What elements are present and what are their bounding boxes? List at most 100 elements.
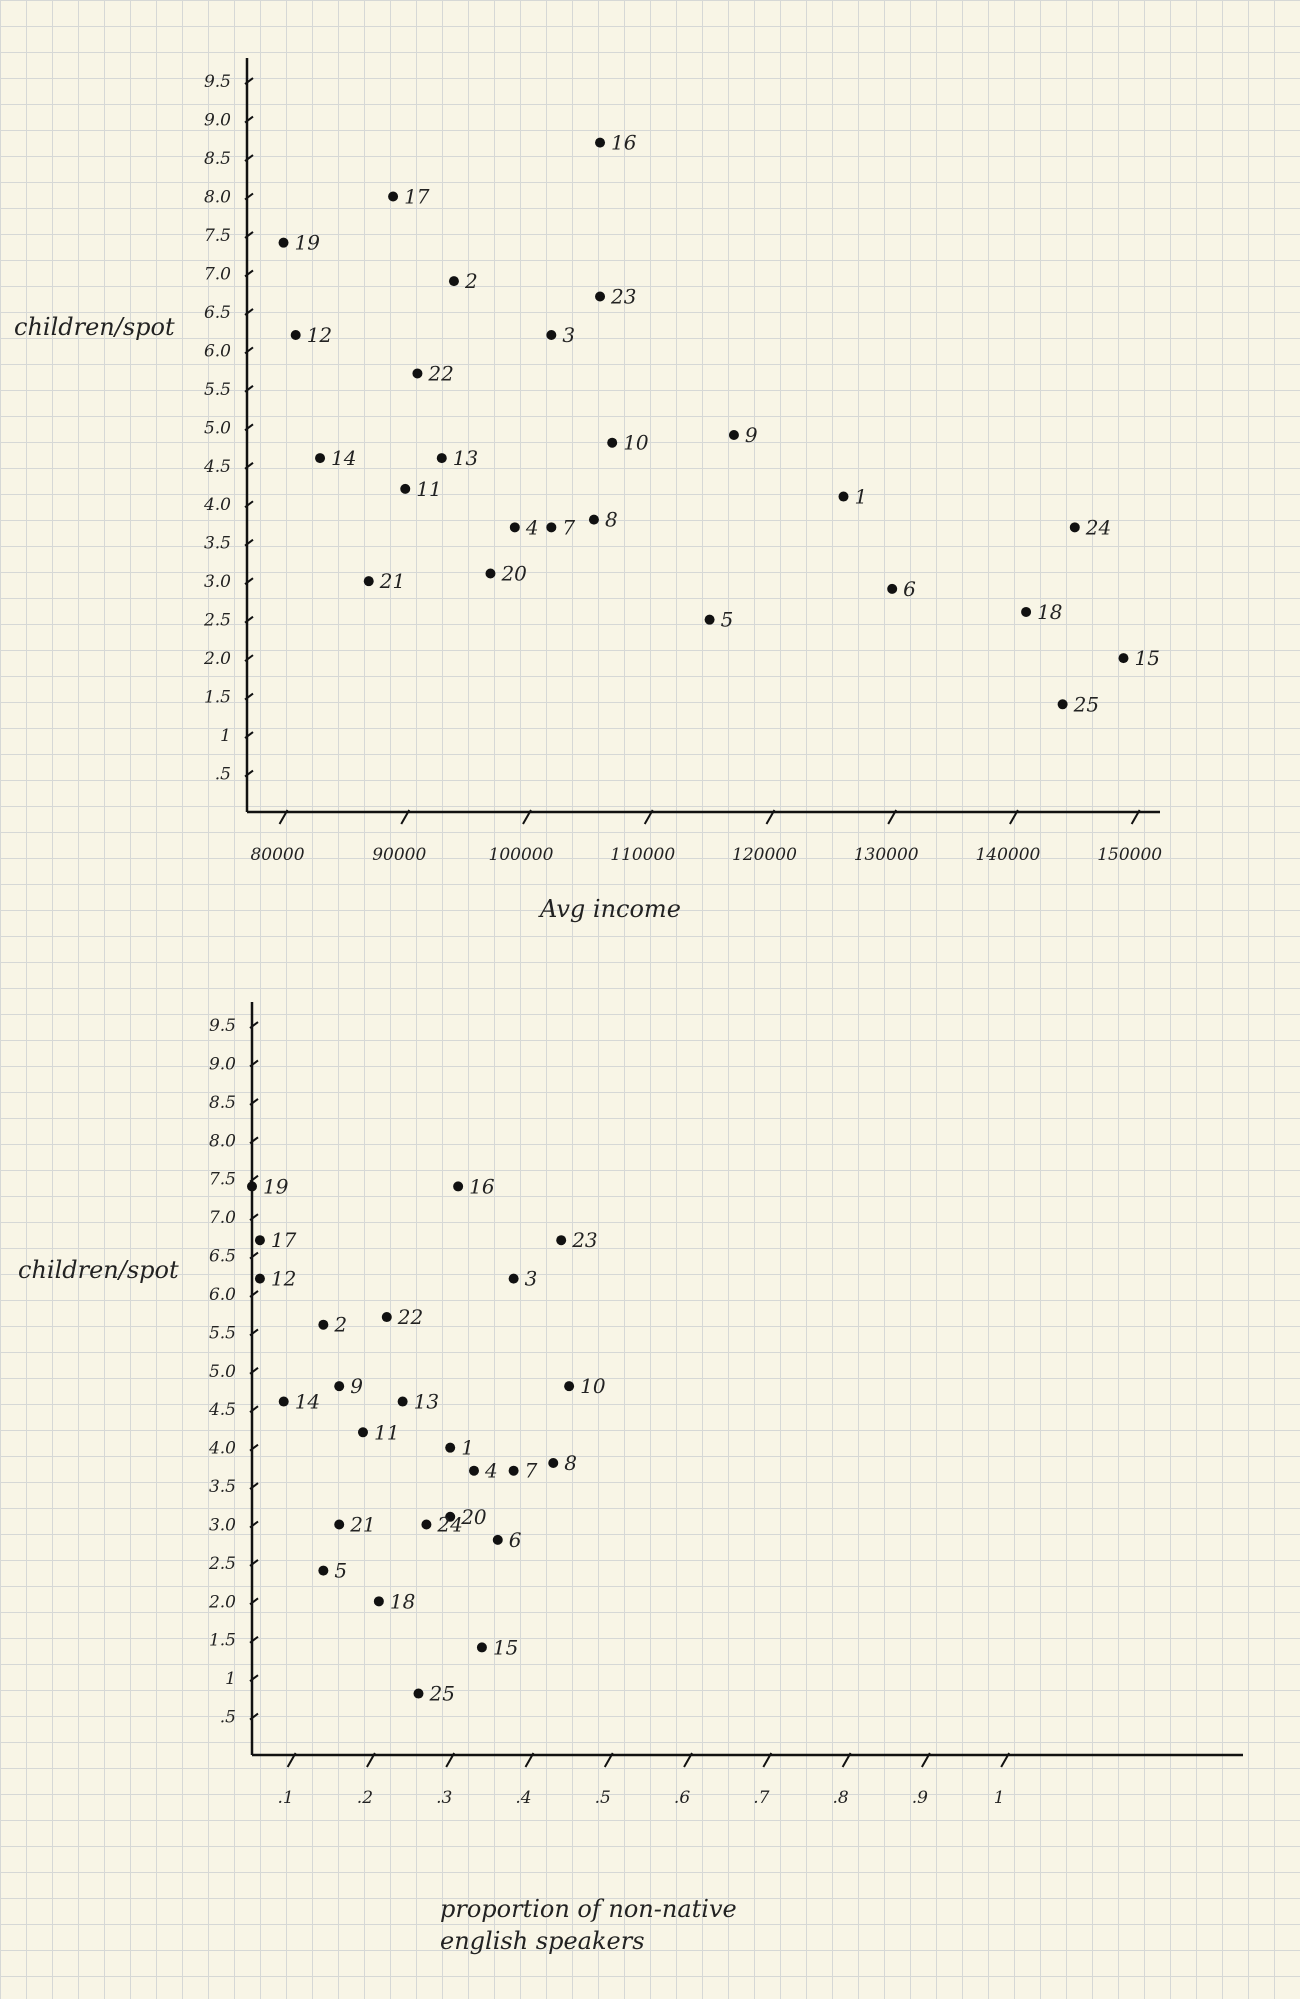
data-point-label: 1: [461, 1436, 474, 1460]
y-tick-label: 6.5: [209, 1247, 236, 1267]
y-tick-label: 6.0: [204, 341, 231, 361]
y-tick: [244, 385, 254, 393]
y-tick-label: 1.5: [204, 688, 231, 708]
y-tick-label: 1.5: [209, 1631, 236, 1651]
y-tick: [244, 77, 254, 85]
y-tick: [249, 1674, 259, 1682]
x-axis-title-line-2: english speakers: [440, 1927, 645, 1955]
data-point: [1069, 522, 1080, 533]
data-point-label: 14: [295, 1390, 320, 1414]
data-point: [607, 437, 618, 448]
y-tick: [244, 692, 254, 701]
x-tick-label: 110000: [610, 845, 675, 865]
x-tick: [921, 1752, 931, 1768]
data-point-label: 14: [331, 446, 356, 470]
data-point: [315, 453, 326, 464]
data-point: [1057, 699, 1068, 710]
data-point: [485, 568, 496, 579]
data-point-label: 9: [350, 1374, 363, 1398]
x-tick-label: 1: [994, 1788, 1005, 1808]
y-tick: [244, 308, 254, 316]
y-tick: [249, 1174, 259, 1183]
y-tick-label: 5.5: [209, 1323, 236, 1343]
x-tick-label: .4: [515, 1788, 531, 1808]
x-tick: [765, 809, 776, 825]
y-tick-label: 1: [220, 726, 231, 746]
y-tick-label: 5.0: [209, 1362, 236, 1382]
y-tick: [244, 577, 254, 585]
x-tick: [522, 809, 532, 825]
x-tick: [643, 809, 654, 825]
data-point-label: 21: [379, 569, 405, 593]
data-point: [363, 576, 374, 587]
y-tick-label: 3.0: [209, 1515, 236, 1535]
data-point: [1118, 653, 1129, 664]
y-tick: [244, 231, 254, 239]
data-point-label: 9: [745, 423, 758, 447]
y-tick-label: 9.0: [209, 1054, 236, 1074]
y-tick: [244, 192, 254, 201]
y-tick: [249, 1405, 259, 1414]
x-tick-label: .8: [832, 1788, 848, 1808]
data-point-label: 22: [427, 361, 453, 385]
data-point-label: 20: [460, 1505, 487, 1529]
data-point-label: 2: [333, 1313, 347, 1337]
y-tick-label: 1: [225, 1669, 236, 1689]
data-point-label: 11: [416, 477, 441, 501]
y-tick-label: 5.5: [204, 380, 231, 400]
x-tick-label: 130000: [854, 845, 919, 865]
y-tick: [244, 731, 254, 739]
data-point-label: 5: [721, 608, 734, 632]
x-axis-title: Avg income: [538, 895, 681, 923]
y-tick-label: 8.0: [204, 187, 231, 207]
data-point: [381, 1312, 392, 1323]
data-point-label: 7: [525, 1459, 538, 1483]
data-point-label: 19: [263, 1174, 289, 1198]
y-tick-label: .5: [215, 765, 231, 785]
y-tick-label: 9.5: [209, 1016, 236, 1036]
y-tick: [249, 1443, 259, 1452]
y-tick: [244, 769, 254, 778]
language-scatter-chart: children/spot proportion of non-native e…: [18, 1002, 1243, 1955]
x-tick-label: .2: [357, 1788, 373, 1808]
x-tick: [683, 1752, 693, 1768]
y-tick-label: 2.0: [208, 1592, 236, 1612]
y-tick: [249, 1712, 259, 1721]
data-point-label: 16: [469, 1174, 495, 1198]
x-tick-label: 120000: [732, 845, 797, 865]
y-tick: [249, 1635, 259, 1644]
data-point-label: 11: [374, 1420, 399, 1444]
y-tick-label: 6.5: [204, 303, 231, 323]
x-tick-label: 100000: [489, 845, 554, 865]
data-point: [556, 1235, 567, 1246]
data-point: [728, 430, 739, 440]
y-tick: [244, 615, 254, 624]
data-point: [318, 1319, 329, 1330]
y-tick-label: 7.0: [204, 264, 231, 284]
data-point-label: 10: [580, 1374, 606, 1398]
y-tick-label: 9.5: [204, 72, 231, 92]
data-point: [704, 614, 715, 625]
data-point-label: 23: [610, 285, 636, 309]
data-point-label: 7: [562, 515, 575, 539]
data-point-label: 17: [271, 1228, 297, 1252]
x-tick-label: .1: [278, 1788, 294, 1808]
y-tick-label: 7.5: [204, 226, 231, 246]
data-point-label: 12: [271, 1267, 296, 1291]
data-point: [388, 191, 399, 202]
data-point-label: 8: [564, 1451, 577, 1475]
data-point: [421, 1519, 432, 1530]
data-point-label: 13: [453, 446, 478, 470]
data-point-label: 24: [1085, 515, 1111, 539]
x-tick: [366, 1752, 376, 1768]
data-point-label: 6: [509, 1528, 522, 1552]
y-tick-label: 3.5: [204, 534, 231, 554]
y-tick-label: 8.5: [209, 1093, 236, 1113]
data-point: [413, 1688, 424, 1699]
data-point: [448, 276, 459, 287]
x-tick-label: 140000: [975, 845, 1040, 865]
y-tick-label: 7.5: [209, 1170, 236, 1190]
data-point-label: 15: [1134, 646, 1159, 670]
y-tick-label: 8.0: [209, 1131, 236, 1151]
